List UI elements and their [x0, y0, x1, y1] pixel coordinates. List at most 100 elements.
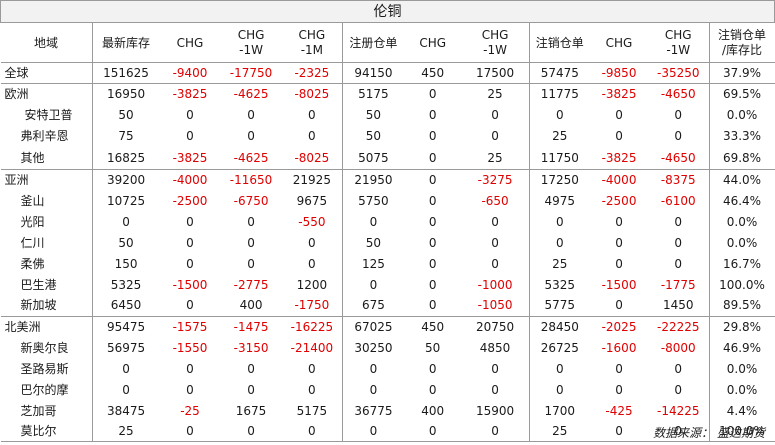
stock-cell: 150: [114, 256, 138, 271]
cancelled-chg-cell: -9850: [590, 62, 648, 84]
region-name-cell: 圣路易斯: [0, 358, 93, 379]
region-name-cell: 莫比尔: [0, 421, 93, 442]
col-header-cancel-ratio-line2: /库存比: [721, 42, 763, 57]
chg-1w-cell: 400: [220, 295, 282, 317]
registered-chg-1w-cell: 0: [461, 104, 530, 125]
stock-cell: 0: [122, 382, 130, 397]
table-row: 其他 16825 -3825 -4625 -8025 5075 0 25 11750 -3825-…: [0, 147, 775, 170]
cancelled-cell: 28450: [540, 319, 579, 334]
chg-1w-cell: 0: [247, 382, 255, 397]
stock-cell: 50: [118, 107, 134, 122]
chg-1w-cell: 0: [247, 129, 255, 143]
registered-cell: 5075: [342, 147, 404, 170]
registered-chg-cell: 0: [428, 256, 437, 271]
chg-1w-cell: -1475: [233, 319, 269, 334]
cancel-ratio-cell: 46.9%: [722, 340, 762, 355]
cancelled-cell: 17250: [540, 172, 579, 187]
table-row: 巴尔的摩 0 0 0 0 0 0 0 0 0 0 0.0%: [0, 379, 775, 400]
col-header-cancelled-chg-1w-line1: CHG: [664, 27, 692, 42]
cancelled-cell: 25: [552, 129, 568, 143]
cancelled-chg-1w-cell: 0: [647, 421, 710, 442]
registered-cell: 675: [342, 295, 404, 317]
cancelled-cell: 4975: [544, 193, 576, 208]
chg-1w-cell: -4625: [233, 87, 269, 101]
cancel-ratio-cell: 37.9%: [709, 62, 775, 84]
region-name-cell: 芝加哥: [0, 400, 93, 421]
chg-1m-cell: 0: [281, 125, 344, 147]
region-name-cell: 巴尔的摩: [0, 379, 93, 400]
cancelled-cell: 0: [555, 382, 564, 397]
cancelled-chg-cell: 0: [615, 361, 623, 376]
registered-cell: 0: [369, 382, 378, 397]
chg-1w-cell: 1675: [235, 403, 267, 418]
chg-1m-cell: 0: [281, 358, 344, 379]
col-header-chg: CHG: [159, 22, 221, 63]
cancel-ratio-cell: 100.0%: [719, 277, 765, 292]
cancelled-chg-cell: 0: [615, 214, 623, 229]
chg-cell: -25: [180, 403, 200, 418]
stock-cell: 75: [118, 129, 134, 143]
stock-cell: 50: [118, 235, 134, 250]
col-header-cancelled-chg-1w-line2: -1W: [666, 42, 691, 57]
chg-1m-cell: -1750: [281, 295, 344, 317]
region-name-cell: 新奥尔良: [0, 337, 93, 358]
chg-1m-cell: -21400: [281, 337, 344, 358]
table-row: 亚洲 39200 -4000 -11650 21925 21950 0 -3275 17250 -…: [0, 169, 775, 190]
chg-1m-cell: 0: [281, 379, 344, 400]
cancel-ratio-cell: 89.5%: [709, 295, 775, 317]
registered-chg-1w-cell: 15900: [461, 400, 530, 421]
region-name-cell: 安特卫普: [0, 104, 93, 125]
region-name-cell: 柔佛: [0, 253, 93, 274]
stock-cell: 10725: [106, 193, 146, 208]
col-header-chg-1m-line1: CHG: [298, 27, 326, 42]
registered-chg-cell: 0: [428, 235, 437, 250]
cancelled-chg-1w-cell: -8000: [647, 337, 710, 358]
registered-chg-1w-cell: 0: [461, 358, 530, 379]
chg-1w-cell: -17750: [220, 62, 282, 84]
registered-chg-cell: 0: [428, 361, 437, 376]
cancelled-chg-1w-cell: 0: [647, 211, 710, 232]
chg-cell: -1575: [172, 319, 208, 334]
table-row: 弗利辛恩 75 0 0 0 50 0 0 25 0 0 33.3%: [0, 125, 775, 147]
chg-1w-cell: -3150: [233, 340, 269, 355]
cancelled-chg-1w-cell: 0: [647, 379, 710, 400]
chg-cell: 0: [186, 361, 194, 376]
cancelled-chg-1w-cell: 0: [647, 232, 710, 253]
chg-1w-cell: -6750: [233, 193, 269, 208]
cancelled-chg-cell: 0: [615, 107, 623, 122]
chg-cell: -9400: [159, 62, 221, 84]
cancelled-chg-1w-cell: -35250: [647, 62, 710, 84]
registered-cell: 36775: [354, 403, 393, 418]
col-header-cancelled-chg: CHG: [590, 22, 648, 63]
registered-cell: 50: [365, 129, 382, 143]
cancelled-chg-1w-cell: -6100: [647, 190, 710, 211]
cancelled-cell: 11775: [540, 87, 579, 101]
chg-1w-cell: -2775: [233, 277, 269, 292]
registered-chg-cell: 0: [428, 277, 437, 292]
table-row: 全球 151625 -9400 -17750 -2325 94150 450 17500 574…: [0, 62, 775, 84]
chg-1m-cell: 5175: [281, 400, 344, 421]
registered-cell: 50: [365, 235, 382, 250]
registered-chg-1w-cell: -1050: [461, 295, 530, 317]
registered-cell: 5750: [358, 193, 389, 208]
registered-chg-cell: 50: [425, 340, 441, 355]
stock-cell: 5325: [110, 277, 142, 292]
cancelled-chg-cell: 0: [590, 421, 648, 442]
chg-1w-cell: -11650: [229, 172, 273, 187]
cancelled-cell: 0: [555, 214, 564, 229]
chg-1m-cell: -8025: [281, 83, 344, 104]
cancelled-cell: 0: [555, 361, 564, 376]
cancelled-chg-cell: 0: [615, 129, 623, 143]
registered-chg-cell: 0: [403, 147, 462, 170]
col-header-chg-1w: CHG -1W: [220, 22, 282, 63]
cancel-ratio-cell: 44.0%: [722, 172, 762, 187]
region-name-cell: 弗利辛恩: [0, 125, 93, 147]
stock-cell: 25: [92, 421, 160, 442]
region-name-cell: 北美洲: [0, 316, 93, 337]
cancelled-cell: 25: [529, 421, 591, 442]
region-name-cell: 釜山: [0, 190, 93, 211]
cancelled-chg-cell: -1600: [601, 340, 637, 355]
col-header-cancel-ratio-line1: 注销仓单: [718, 27, 767, 42]
cancelled-cell: 57475: [529, 62, 591, 84]
